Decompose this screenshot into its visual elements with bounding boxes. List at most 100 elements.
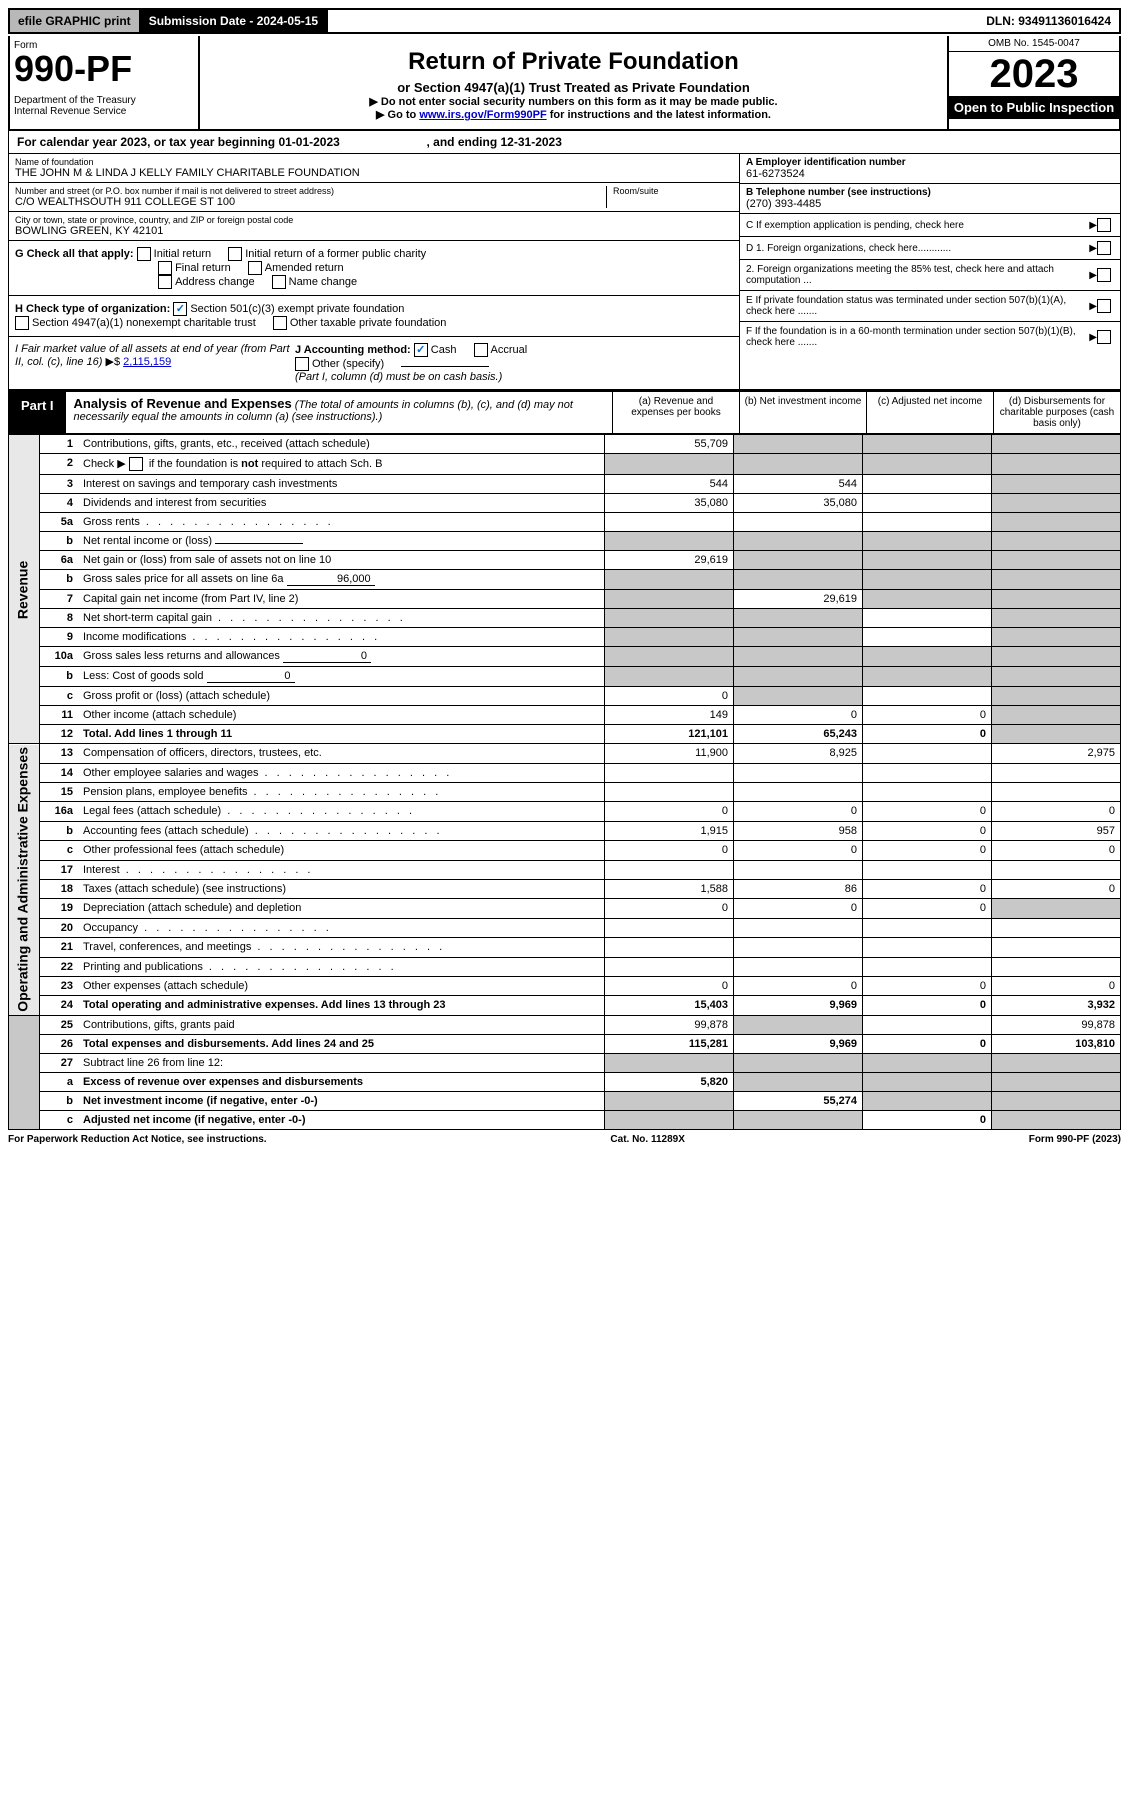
form-note-2: ▶ Go to www.irs.gov/Form990PF for instru… [208,108,939,121]
tax-year: 2023 [949,52,1119,96]
side-expenses: Operating and Administrative Expenses [9,744,40,1016]
ein-label: A Employer identification number [746,157,906,168]
column-headers: (a) Revenue and expenses per books (b) N… [612,392,1120,433]
cb-4947[interactable] [15,316,29,330]
row-22: 22Printing and publications [9,957,1121,976]
row-8: 8Net short-term capital gain [9,609,1121,628]
row-13: Operating and Administrative Expenses 13… [9,744,1121,763]
header-left: Form 990-PF Department of the Treasury I… [10,36,200,129]
d1-label: D 1. Foreign organizations, check here..… [746,243,1089,254]
city-value: BOWLING GREEN, KY 42101 [15,225,733,237]
form-number: 990-PF [14,51,194,87]
cb-d2[interactable] [1097,268,1111,282]
header-right: OMB No. 1545-0047 2023 Open to Public In… [947,36,1119,129]
cb-e[interactable] [1097,299,1111,313]
room-label: Room/suite [613,186,733,196]
name-label: Name of foundation [15,157,733,167]
section-i-j: I Fair market value of all assets at end… [9,337,739,389]
efile-label: efile GRAPHIC print [10,10,141,32]
foundation-name: THE JOHN M & LINDA J KELLY FAMILY CHARIT… [15,167,733,179]
row-7: 7Capital gain net income (from Part IV, … [9,590,1121,609]
row-15: 15Pension plans, employee benefits [9,782,1121,801]
cb-501c3[interactable] [173,302,187,316]
row-21: 21Travel, conferences, and meetings [9,938,1121,957]
section-h: H Check type of organization: Section 50… [9,296,739,337]
row-1: Revenue 1Contributions, gifts, grants, e… [9,435,1121,454]
row-17: 17Interest [9,860,1121,879]
col-c-header: (c) Adjusted net income [866,392,993,433]
section-g: G Check all that apply: Initial return I… [9,241,739,296]
cb-cash[interactable] [414,343,428,357]
cb-d1[interactable] [1097,241,1111,255]
col-b-header: (b) Net investment income [739,392,866,433]
ein-value: 61-6273524 [746,168,805,180]
form-note-1: ▶ Do not enter social security numbers o… [208,95,939,108]
form-subtitle: or Section 4947(a)(1) Trust Treated as P… [208,80,939,95]
footer-mid: Cat. No. 11289X [610,1134,684,1145]
row-9: 9Income modifications [9,628,1121,647]
address-value: C/O WEALTHSOUTH 911 COLLEGE ST 100 [15,196,606,208]
calendar-year-row: For calendar year 2023, or tax year begi… [8,131,1121,154]
row-26: 26Total expenses and disbursements. Add … [9,1034,1121,1053]
row-18: 18Taxes (attach schedule) (see instructi… [9,879,1121,898]
row-16a: 16aLegal fees (attach schedule) 0000 [9,802,1121,821]
row-19: 19Depreciation (attach schedule) and dep… [9,899,1121,918]
row-6a: 6aNet gain or (loss) from sale of assets… [9,551,1121,570]
part1-table: Revenue 1Contributions, gifts, grants, e… [8,434,1121,1130]
dln-label: DLN: 93491136016424 [978,10,1119,32]
row-10a: 10aGross sales less returns and allowanc… [9,647,1121,667]
cb-addr-change[interactable] [158,275,172,289]
cb-accrual[interactable] [474,343,488,357]
irs-link[interactable]: www.irs.gov/Form990PF [419,109,546,121]
tel-label: B Telephone number (see instructions) [746,187,931,198]
row-14: 14Other employee salaries and wages [9,763,1121,782]
row-10c: cGross profit or (loss) (attach schedule… [9,687,1121,706]
cb-amended[interactable] [248,261,262,275]
row-27b: bNet investment income (if negative, ent… [9,1091,1121,1110]
form-header: Form 990-PF Department of the Treasury I… [8,36,1121,131]
footer-right: Form 990-PF (2023) [1029,1134,1121,1145]
dept-label: Department of the Treasury Internal Reve… [14,95,194,117]
row-27c: cAdjusted net income (if negative, enter… [9,1110,1121,1129]
d2-label: 2. Foreign organizations meeting the 85%… [746,264,1089,286]
cb-no-schb[interactable] [129,457,143,471]
part1-title: Analysis of Revenue and Expenses (The to… [66,392,612,433]
row-25: 25Contributions, gifts, grants paid 99,8… [9,1015,1121,1034]
cb-final[interactable] [158,261,172,275]
part1-header: Part I Analysis of Revenue and Expenses … [8,390,1121,434]
row-27a: aExcess of revenue over expenses and dis… [9,1072,1121,1091]
cb-c[interactable] [1097,218,1111,232]
omb-number: OMB No. 1545-0047 [949,36,1119,52]
e-label: E If private foundation status was termi… [746,295,1089,317]
header-center: Return of Private Foundation or Section … [200,36,947,129]
form-title: Return of Private Foundation [208,48,939,76]
cb-other-method[interactable] [295,357,309,371]
address-label: Number and street (or P.O. box number if… [15,186,606,196]
cb-name-change[interactable] [272,275,286,289]
col-d-header: (d) Disbursements for charitable purpose… [993,392,1120,433]
row-2: 2Check ▶ if the foundation is not requir… [9,454,1121,475]
tel-value: (270) 393-4485 [746,198,821,210]
cb-f[interactable] [1097,330,1111,344]
col-a-header: (a) Revenue and expenses per books [612,392,739,433]
cb-initial[interactable] [137,247,151,261]
c-label: C If exemption application is pending, c… [746,220,1089,231]
submission-date: Submission Date - 2024-05-15 [141,10,328,32]
top-bar: efile GRAPHIC print Submission Date - 20… [8,8,1121,34]
side-revenue: Revenue [9,435,40,744]
row-6b: bGross sales price for all assets on lin… [9,570,1121,590]
open-public-label: Open to Public Inspection [949,96,1119,119]
row-16c: cOther professional fees (attach schedul… [9,841,1121,860]
row-5b: bNet rental income or (loss) [9,532,1121,551]
row-11: 11Other income (attach schedule) 14900 [9,706,1121,725]
page-footer: For Paperwork Reduction Act Notice, see … [8,1130,1121,1149]
entity-info: Name of foundation THE JOHN M & LINDA J … [8,154,1121,390]
cb-other-taxable[interactable] [273,316,287,330]
row-10b: bLess: Cost of goods sold 0 [9,667,1121,687]
footer-left: For Paperwork Reduction Act Notice, see … [8,1134,267,1145]
cb-initial-former[interactable] [228,247,242,261]
row-27: 27Subtract line 26 from line 12: [9,1053,1121,1072]
city-label: City or town, state or province, country… [15,215,733,225]
fmv-value: 2,115,159 [123,356,171,368]
row-23: 23Other expenses (attach schedule) 0000 [9,976,1121,995]
